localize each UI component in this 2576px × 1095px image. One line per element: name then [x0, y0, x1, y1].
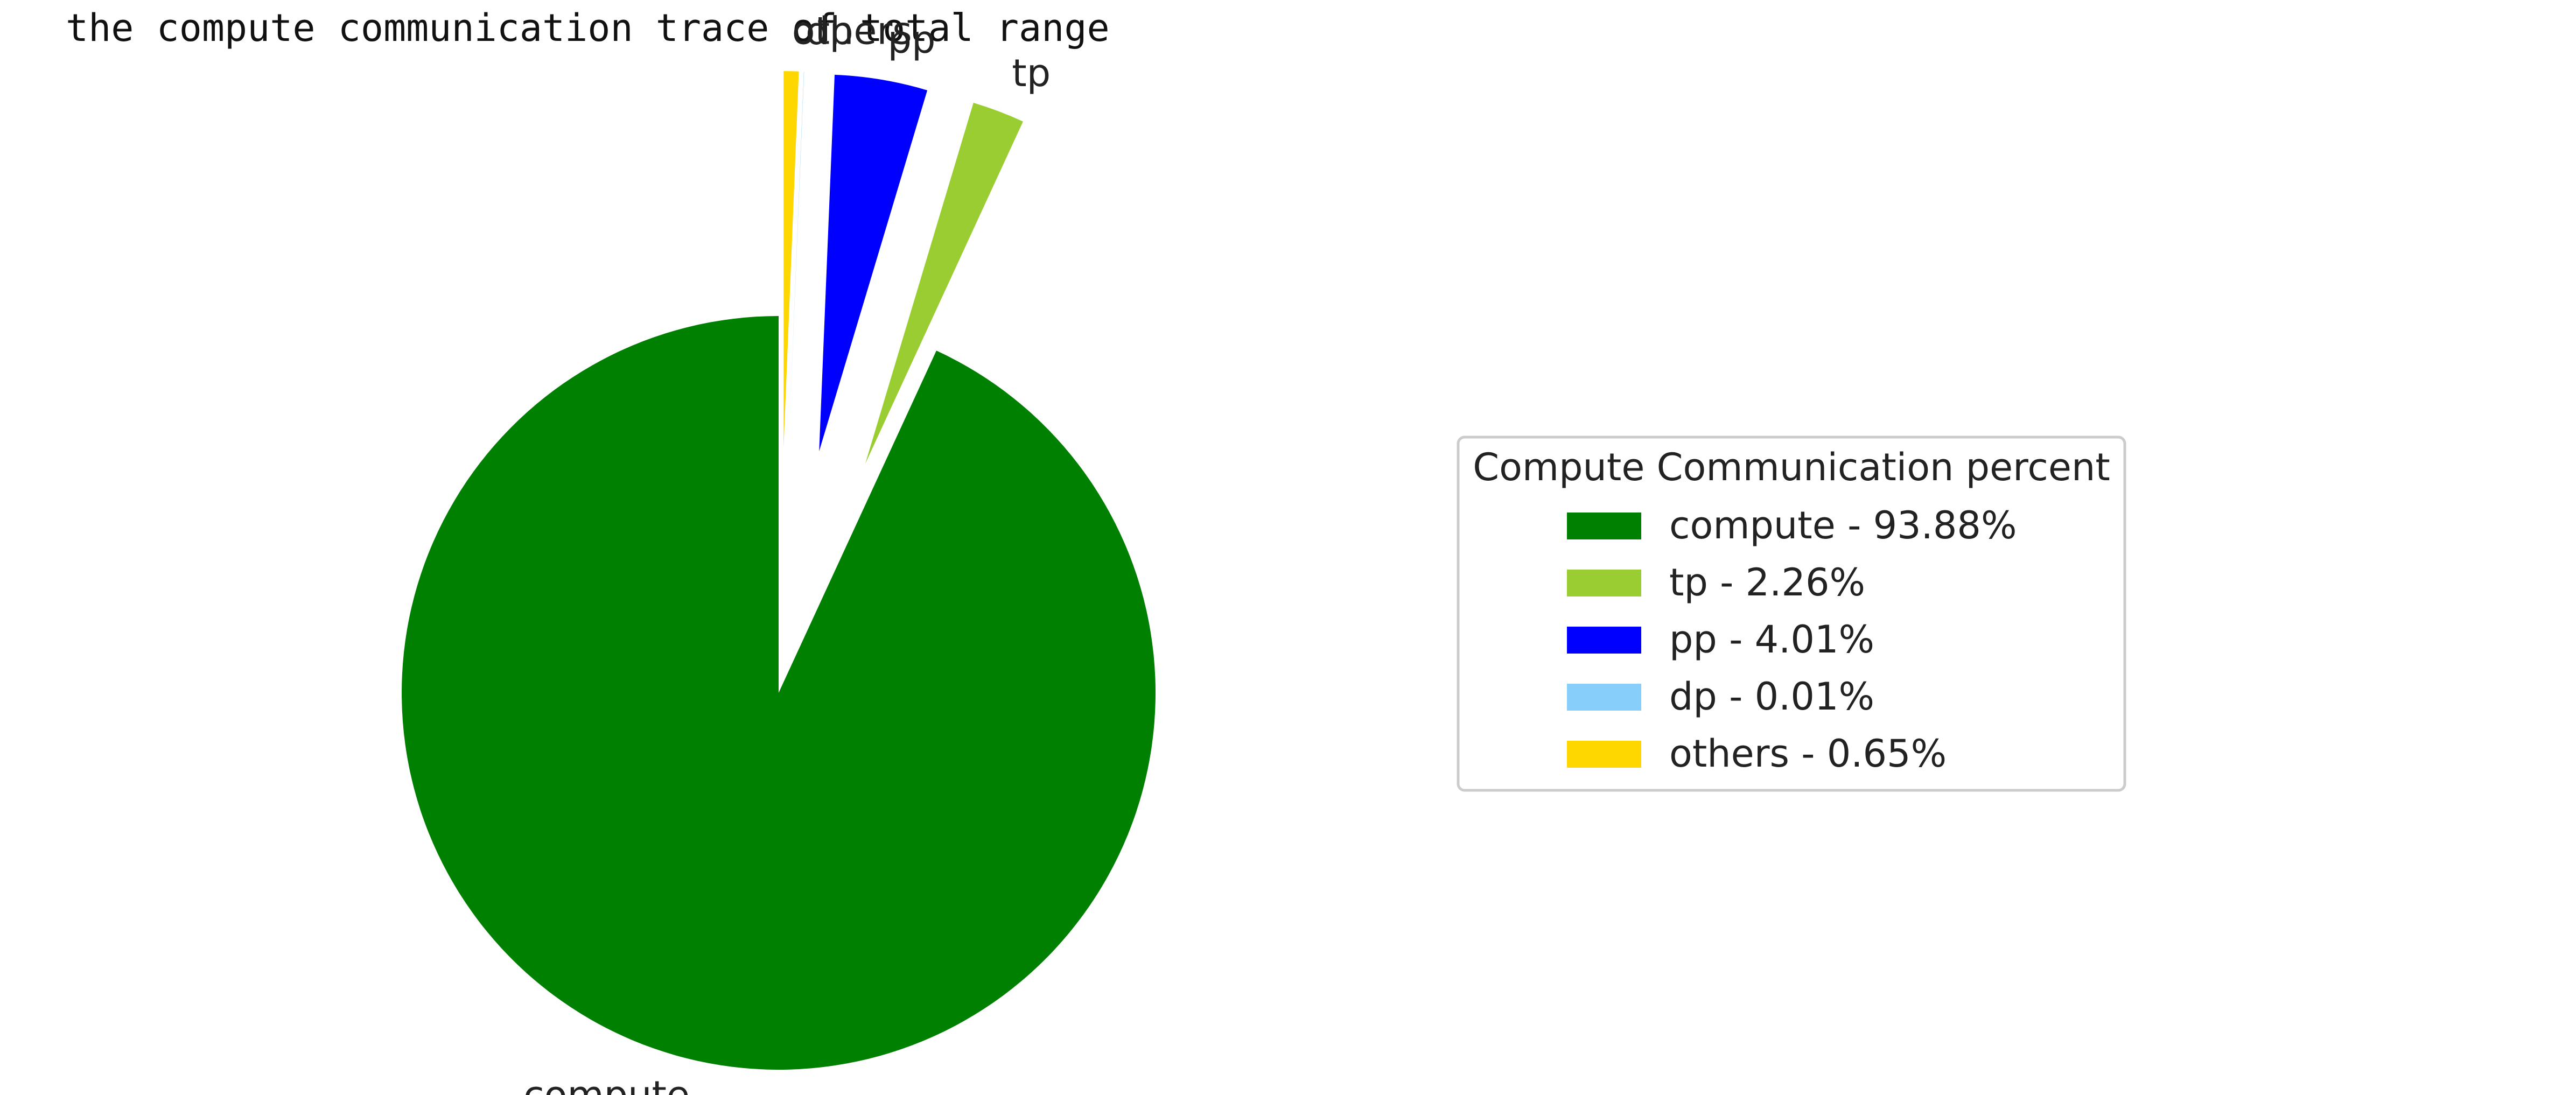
pie-slice-compute: [401, 316, 1156, 1070]
legend-swatch-others: [1567, 741, 1641, 768]
legend-swatch-compute: [1567, 513, 1641, 539]
pie-slice-pp: [819, 74, 928, 452]
pie-slices: [401, 71, 1156, 1070]
legend-swatch-pp: [1567, 627, 1641, 654]
legend-label-others: others - 0.65%: [1669, 732, 1947, 776]
legend-label-compute: compute - 93.88%: [1669, 503, 2017, 548]
pie-label-compute: compute: [523, 1073, 690, 1095]
pie-label-dp: dp: [806, 9, 853, 53]
legend-swatch-dp: [1567, 684, 1641, 711]
pie-label-tp: tp: [1012, 51, 1051, 95]
legend-label-pp: pp - 4.01%: [1669, 617, 1874, 662]
legend-label-tp: tp - 2.26%: [1669, 560, 1865, 605]
legend-title: Compute Communication percent: [1473, 445, 2110, 489]
pie-label-others: others: [792, 9, 912, 53]
pie-slice-tp: [865, 102, 1023, 464]
legend-label-dp: dp - 0.01%: [1669, 675, 1874, 719]
pie-label-pp: pp: [888, 18, 936, 62]
chart-legend: Compute Communication percent compute - …: [1457, 436, 2126, 792]
chart-title: the compute communication trace of total…: [66, 6, 1110, 50]
legend-swatch-tp: [1567, 570, 1641, 596]
pie-slice-dp: [788, 71, 804, 448]
pie-slice-others: [783, 71, 799, 448]
